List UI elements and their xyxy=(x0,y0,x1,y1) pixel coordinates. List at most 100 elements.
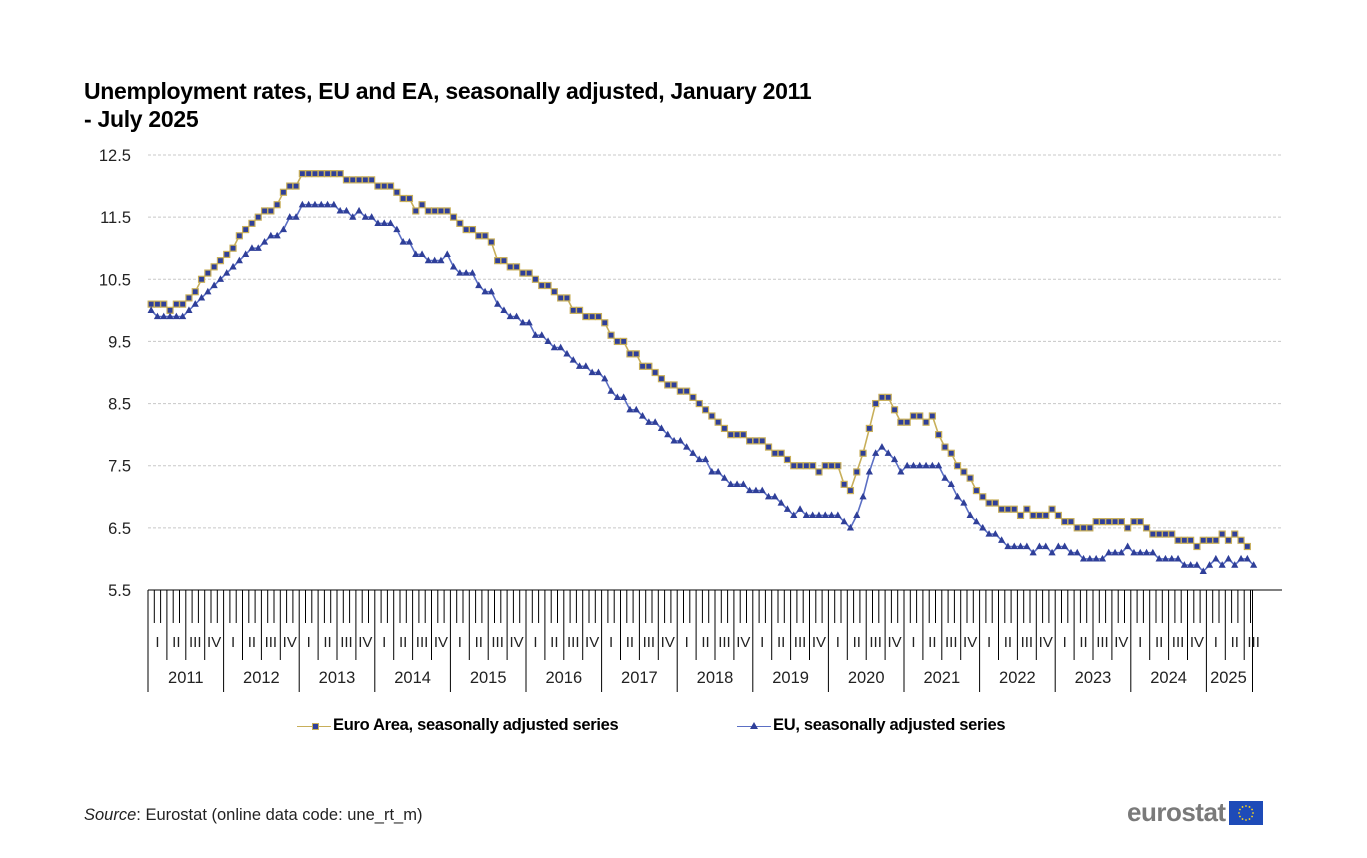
data-point xyxy=(374,182,382,190)
data-point xyxy=(985,530,993,537)
x-quarter-label: III xyxy=(416,634,429,651)
data-point xyxy=(935,461,943,469)
data-point xyxy=(664,381,672,389)
data-point xyxy=(1231,530,1239,538)
flag-star xyxy=(1244,804,1247,807)
data-point xyxy=(1105,548,1113,556)
data-point xyxy=(1199,567,1207,574)
x-quarter-label: III xyxy=(1247,634,1260,651)
data-point xyxy=(708,467,716,475)
legend-item-eu[interactable]: EU, seasonally adjusted series xyxy=(737,716,1006,735)
data-point xyxy=(254,244,262,251)
data-point xyxy=(708,412,716,420)
data-point xyxy=(361,213,369,220)
x-quarter-label: II xyxy=(1155,634,1163,651)
data-point xyxy=(179,300,187,308)
data-point xyxy=(172,312,180,320)
data-point xyxy=(884,393,892,401)
data-point xyxy=(216,257,225,265)
data-point xyxy=(746,486,754,494)
x-quarter-label: II xyxy=(399,634,407,651)
flag-star xyxy=(1237,811,1240,814)
source-text: : Eurostat (online data code: une_rt_m) xyxy=(136,806,423,824)
data-point xyxy=(494,300,502,307)
square-marker-icon xyxy=(312,722,319,730)
data-point xyxy=(796,505,804,512)
x-year-label: 2024 xyxy=(1150,669,1187,687)
data-point xyxy=(991,499,999,507)
data-point xyxy=(380,182,388,190)
data-point xyxy=(1067,518,1075,526)
legend-label-euro-area: Euro Area, seasonally adjusted series xyxy=(333,716,619,734)
data-point xyxy=(1105,518,1113,526)
series-markers-eu xyxy=(147,200,1258,574)
data-point xyxy=(1187,536,1195,544)
data-point xyxy=(166,306,174,314)
data-point xyxy=(311,170,319,178)
data-point xyxy=(317,170,325,178)
data-point xyxy=(342,176,351,184)
data-point xyxy=(909,412,918,420)
data-point xyxy=(979,523,987,531)
data-point xyxy=(695,399,703,408)
data-point xyxy=(1149,530,1157,538)
data-point xyxy=(349,176,357,184)
data-point xyxy=(1224,536,1233,544)
x-quarter-label: I xyxy=(307,634,311,651)
data-point xyxy=(827,462,836,470)
x-quarter-label: IV xyxy=(812,634,826,651)
data-point xyxy=(960,499,968,506)
data-point xyxy=(216,275,225,282)
x-year-label: 2012 xyxy=(243,669,280,687)
data-point xyxy=(947,449,955,457)
data-point xyxy=(815,468,823,476)
data-point xyxy=(821,462,829,470)
data-point xyxy=(840,480,848,488)
data-point xyxy=(317,200,325,208)
data-point xyxy=(399,194,407,203)
data-point xyxy=(229,244,237,252)
data-point xyxy=(953,462,962,470)
data-point xyxy=(1243,554,1251,562)
data-point xyxy=(242,225,250,234)
x-year-label: 2023 xyxy=(1075,669,1112,687)
data-point xyxy=(531,331,540,338)
x-quarter-label: IV xyxy=(585,634,599,651)
y-tick-label: 11.5 xyxy=(100,209,131,227)
data-point xyxy=(235,256,243,264)
data-point xyxy=(790,511,798,519)
data-point xyxy=(456,219,464,227)
data-point xyxy=(1073,524,1081,532)
x-quarter-label: III xyxy=(340,634,353,651)
logo-text: eurostat xyxy=(1127,797,1226,827)
data-point xyxy=(575,306,584,314)
data-point xyxy=(330,170,338,178)
data-point xyxy=(380,219,388,226)
data-point xyxy=(248,244,256,251)
x-quarter-label: III xyxy=(265,634,278,651)
data-point xyxy=(242,250,250,258)
data-point xyxy=(897,467,905,475)
data-point xyxy=(185,306,193,313)
x-quarter-label: II xyxy=(323,634,331,651)
data-point xyxy=(481,287,489,295)
data-point xyxy=(1117,518,1125,526)
eu-flag-icon xyxy=(1228,800,1263,825)
data-point xyxy=(1010,542,1018,550)
data-point xyxy=(676,387,684,395)
y-tick-label: 9.5 xyxy=(108,333,131,351)
data-point xyxy=(802,462,810,470)
data-point xyxy=(462,225,470,234)
data-point xyxy=(1023,505,1031,513)
data-point xyxy=(853,468,861,476)
data-point xyxy=(720,424,729,433)
legend-item-euro-area[interactable]: Euro Area, seasonally adjusted series xyxy=(297,716,619,735)
data-point xyxy=(764,492,773,500)
data-point xyxy=(1237,536,1245,544)
data-point xyxy=(323,170,332,178)
data-point xyxy=(1224,554,1233,562)
data-point xyxy=(330,200,338,208)
x-quarter-label: II xyxy=(928,634,936,651)
data-point xyxy=(431,256,439,264)
x-quarter-label: I xyxy=(911,634,915,651)
